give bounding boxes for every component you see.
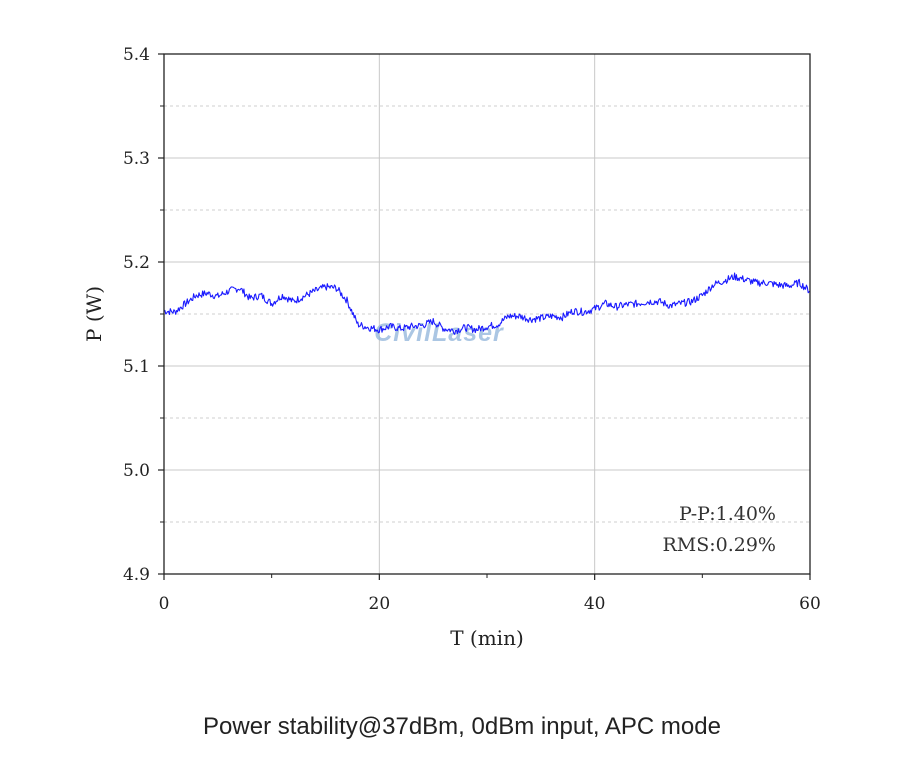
- y-tick-label: 5.1: [123, 357, 150, 377]
- power-series-line: [163, 272, 811, 335]
- y-axis-title: P (W): [82, 286, 106, 342]
- x-tick-label: 0: [159, 594, 170, 614]
- y-tick-label: 4.9: [123, 565, 150, 585]
- x-tick-label: 40: [584, 594, 606, 614]
- tick-layer: [158, 53, 811, 580]
- rms-stat: RMS:0.29%: [662, 534, 776, 556]
- x-tick-label: 20: [369, 594, 391, 614]
- y-tick-label: 5.2: [123, 253, 150, 273]
- peak-to-peak-stat: P-P:1.40%: [679, 503, 776, 525]
- figure-caption: Power stability@37dBm, 0dBm input, APC m…: [203, 713, 721, 740]
- x-axis-title: T (min): [450, 626, 524, 650]
- tick-label-layer: 0 20 40 60 4.9 5.0 5.1 5.2 5.3 5.4: [123, 45, 821, 614]
- y-tick-label: 5.4: [123, 45, 150, 65]
- grid-layer: [164, 54, 810, 574]
- x-tick-label: 60: [799, 594, 821, 614]
- power-stability-chart: CivilLaser 0 20 40 604.95.05.15.25.35.4 T (…: [82, 45, 821, 650]
- y-tick-label: 5.0: [123, 461, 150, 481]
- series-layer: [163, 272, 811, 335]
- y-tick-label: 5.3: [123, 149, 150, 169]
